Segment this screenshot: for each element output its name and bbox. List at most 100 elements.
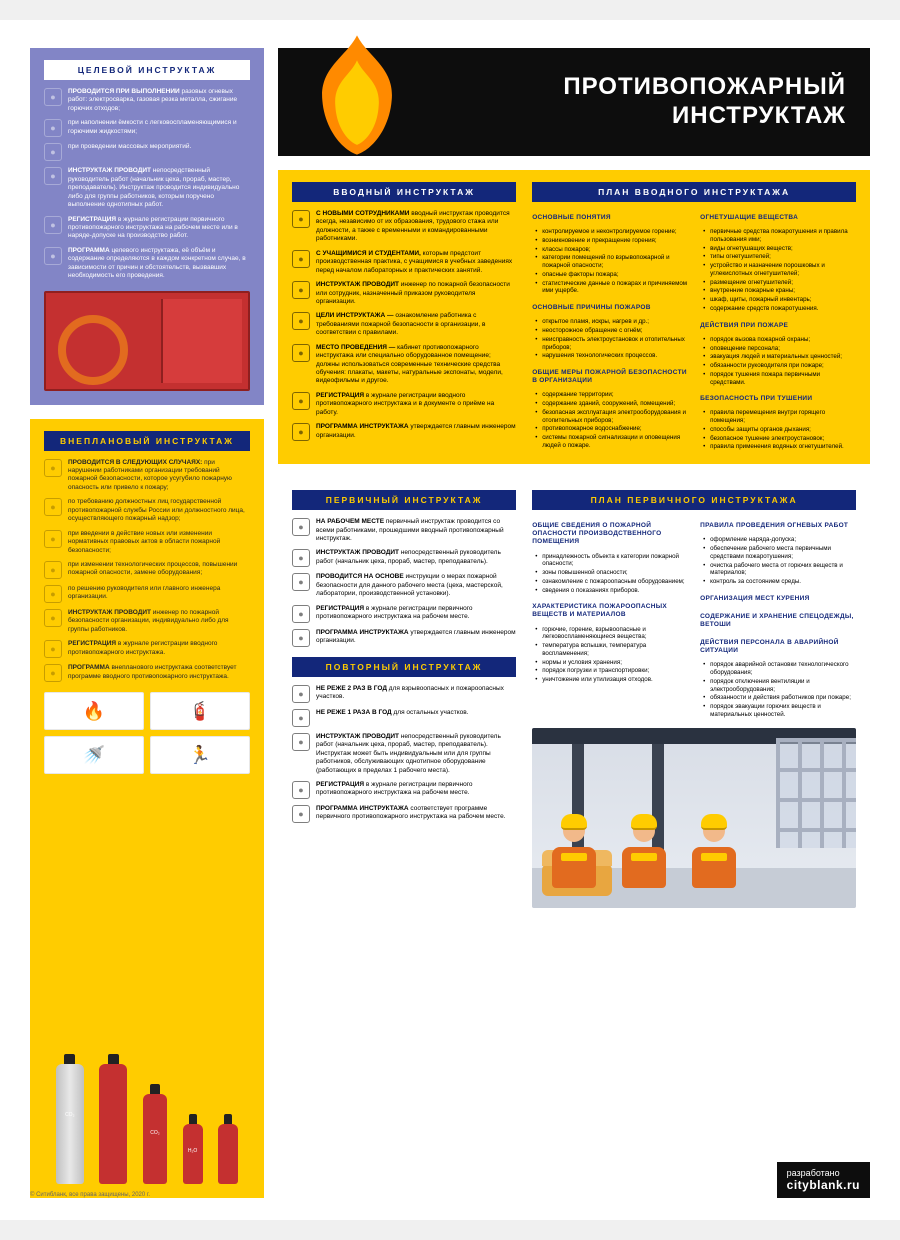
extinguisher-label: H₂O [183,1148,203,1154]
main-title-text: ПРОТИВОПОЖАРНЫЙ ИНСТРУКТАЖ [563,73,846,131]
bullet-icon: ● [44,459,62,477]
list-item: ●по решению руководителя или главного ин… [44,585,250,603]
plan-row: ознакомление с пожароопасным оборудовани… [538,578,688,586]
item-text: ИНСТРУКТАЖ ПРОВОДИТ непосредственный рук… [316,733,516,775]
safety-pictogram: 🏃 [150,736,250,774]
item-text: при изменении технологических процессов,… [68,561,250,578]
plan-block-list: горючие, горение, взрывоопасные и легков… [532,626,688,685]
bullet-icon: ● [44,216,62,234]
item-text: ПРОВОДИТСЯ НА ОСНОВЕ инструкции о мерах … [316,573,516,598]
plan-block-title: ОРГАНИЗАЦИЯ МЕСТ КУРЕНИЯ [700,595,856,603]
list-item: ●при проведении массовых мероприятий. [44,143,250,161]
bullet-icon: ● [292,549,310,567]
bullet-icon: ● [292,423,310,441]
plan-row: содержание зданий, сооружений, помещений… [538,400,688,408]
header-repeat: ПОВТОРНЫЙ ИНСТРУКТАЖ [292,657,516,677]
bullet-icon: ● [292,605,310,623]
plan-block-title: ОСНОВНЫЕ ПРИЧИНЫ ПОЖАРОВ [532,304,688,312]
bullet-icon: ● [292,685,310,703]
list-item: ● ИНСТРУКТАЖ ПРОВОДИТ непосредственный ру… [292,549,516,567]
firefighter-scene [532,728,856,908]
list-item: ●С НОВЫМИ СОТРУДНИКАМИ вводный инструкта… [292,210,516,244]
plan-block-list: содержание территории;содержание зданий,… [532,391,688,450]
bullet-icon: ● [292,250,310,268]
item-text: ИНСТРУКТАЖ ПРОВОДИТ непосредственный рук… [68,167,250,209]
left-column: ЦЕЛЕВОЙ ИНСТРУКТАЖ ●ПРОВОДИТСЯ ПРИ ВЫПОЛ… [30,48,264,1198]
firefighter-icon [692,820,736,888]
plan-row: возникновение и прекращение горения; [538,237,688,245]
plan-row: внутренние пожарные краны; [706,287,856,295]
item-text: ЦЕЛИ ИНСТРУКТАЖА — ознакомление работник… [316,312,516,337]
list-item: ●ПРОГРАММА целевого инструктажа, её объё… [44,247,250,281]
list-item: ● НЕ РЕЖЕ 2 РАЗ В ГОД для взрывоопасных и… [292,685,516,703]
safety-pictogram: 🔥 [44,692,144,730]
plan-block-list: открытое пламя, искры, нагрев и др.;неос… [532,318,688,361]
list-item: ●РЕГИСТРАЦИЯ в журнале регистрации перви… [292,781,516,799]
main-title-block: ПРОТИВОПОЖАРНЫЙ ИНСТРУКТАЖ [278,48,870,156]
plan-row: правила применения водяных огнетушителей… [706,443,856,451]
list-item: ● при изменении технологических процессов… [44,561,250,579]
list-item: ●ИНСТРУКТАЖ ПРОВОДИТ инженер по пожарной… [44,609,250,634]
plan-row: правила перемещения внутри горящего поме… [706,409,856,425]
header-intro: ВВОДНЫЙ ИНСТРУКТАЖ [292,182,516,202]
plan-row: порядок вызова пожарной охраны; [706,336,856,344]
plan-row: сведения о показаниях приборов. [538,587,688,595]
bullet-icon: ● [292,781,310,799]
bullet-icon: ● [292,392,310,410]
plan-row: открытое пламя, искры, нагрев и др.; [538,318,688,326]
plan-block-title: ХАРАКТЕРИСТИКА ПОЖАРООПАСНЫХ ВЕЩЕСТВ И М… [532,603,688,619]
right-column: ПРОТИВОПОЖАРНЫЙ ИНСТРУКТАЖ ВВОДНЫЙ ИНСТР… [278,48,870,1198]
header-primary: ПЕРВИЧНЫЙ ИНСТРУКТАЖ [292,490,516,510]
list-item: ●РЕГИСТРАЦИЯ в журнале регистрации вводн… [44,640,250,658]
panel-targeted: ЦЕЛЕВОЙ ИНСТРУКТАЖ ●ПРОВОДИТСЯ ПРИ ВЫПОЛ… [30,48,264,405]
list-item: ●ИНСТРУКТАЖ ПРОВОДИТ непосредственный ру… [44,167,250,209]
plan-block-list: первичные средства пожаротушения и прави… [700,228,856,314]
plan-row: опасные факторы пожара; [538,271,688,279]
plan-block-title: ДЕЙСТВИЯ ПЕРСОНАЛА В АВАРИЙНОЙ СИТУАЦИИ [700,639,856,655]
item-text: НЕ РЕЖЕ 1 РАЗА В ГОД для остальных участ… [316,709,469,717]
list-item: ● НЕ РЕЖЕ 1 РАЗА В ГОД для остальных учас… [292,709,516,727]
bullet-icon: ● [292,312,310,330]
bullet-icon: ● [44,664,62,682]
bullet-icon: ● [44,88,62,106]
safety-icon-grid: 🔥🧯🚿🏃 [44,692,250,774]
plan-block-title: ПРАВИЛА ПРОВЕДЕНИЯ ОГНЕВЫХ РАБОТ [700,522,856,530]
bullet-icon: ● [292,629,310,647]
plan-row: температура вспышки, температура восплам… [538,642,688,658]
plan-row: порядок погрузки и транспортировки; [538,667,688,675]
plan-block-title: ОБЩИЕ СВЕДЕНИЯ О ПОЖАРНОЙ ОПАСНОСТИ ПРОИ… [532,522,688,546]
bullet-icon: ● [292,344,310,362]
item-text: по требованию должностных лиц государств… [68,498,250,523]
list-item: ●ПРОГРАММА ИНСТРУКТАЖА соответствует про… [292,805,516,823]
list-item: ● МЕСТО ПРОВЕДЕНИЯ — кабинет противопожар… [292,344,516,386]
plan-row: содержание территории; [538,391,688,399]
copyright-text: © Ситибланк, все права защищены, 2020 г. [30,1192,150,1198]
plan-row: порядок тушения пожара первичными средст… [706,371,856,387]
flame-icon [302,30,412,160]
list-item: ●РЕГИСТРАЦИЯ в журнале регистрации вводн… [292,392,516,417]
item-text: ПРОГРАММА внепланового инструктажа соотв… [68,664,250,681]
poster-page: ЦЕЛЕВОЙ ИНСТРУКТАЖ ●ПРОВОДИТСЯ ПРИ ВЫПОЛ… [0,20,900,1220]
header-intro-plan: ПЛАН ВВОДНОГО ИНСТРУКТАЖА [532,182,856,202]
plan-row: контроль за состоянием среды. [706,578,856,586]
list-item: ●ИНСТРУКТАЖ ПРОВОДИТ инженер по пожарной… [292,281,516,306]
list-item: ● ПРОГРАММА ИНСТРУКТАЖА утверждается глав… [292,423,516,441]
plan-row: статистические данные о пожарах и причин… [538,280,688,296]
extinguishers-illustration: CO₂CO₂H₂O [44,774,250,1184]
list-item: ●ПРОГРАММА ИНСТРУКТАЖА утверждается глав… [292,629,516,647]
item-text: ИНСТРУКТАЖ ПРОВОДИТ непосредственный рук… [316,549,516,566]
bullet-icon: ● [44,143,62,161]
footer: © Ситибланк, все права защищены, 2020 г.… [30,1162,870,1198]
item-text: МЕСТО ПРОВЕДЕНИЯ — кабинет противопожарн… [316,344,516,386]
item-text: при наполнении ёмкости с легковоспламеня… [68,119,250,136]
list-item: ●НА РАБОЧЕМ МЕСТЕ первичный инструктаж п… [292,518,516,543]
bullet-icon: ● [292,805,310,823]
plan-row: безопасная эксплуатация электрооборудова… [538,409,688,425]
bullet-icon: ● [292,709,310,727]
plan-row: нарушения технологических процессов. [538,352,688,360]
list-item: ●при введении в действие новых или измен… [44,530,250,555]
title-line2: ИНСТРУКТАЖ [672,102,846,129]
item-text: ПРОГРАММА ИНСТРУКТАЖА утверждается главн… [316,423,516,440]
item-text: НЕ РЕЖЕ 2 РАЗ В ГОД для взрывоопасных и … [316,685,516,702]
bullet-icon: ● [44,561,62,579]
